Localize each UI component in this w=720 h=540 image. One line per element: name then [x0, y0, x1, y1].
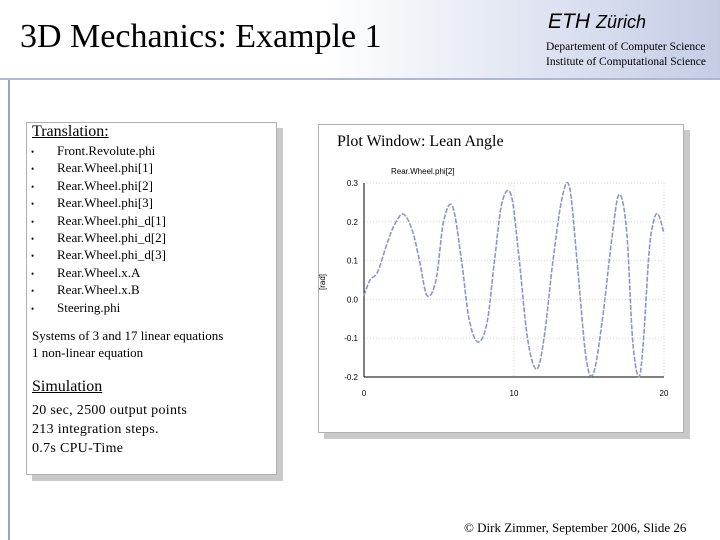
- slide-footer: © Dirk Zimmer, September 2006, Slide 26: [464, 520, 687, 535]
- translation-heading: Translation:: [32, 123, 109, 140]
- legend-label: Rear.Wheel.phi[2]: [391, 167, 455, 176]
- integration-steps: 213 integration steps.: [32, 422, 159, 437]
- bullet-icon: •: [31, 251, 35, 262]
- y-axis-label: [rad]: [319, 274, 327, 290]
- equation-summary: Systems of 3 and 17 linear equations 1 n…: [32, 327, 223, 361]
- y-tick-label: -0.2: [344, 373, 358, 382]
- bullet-icon: •: [31, 234, 35, 245]
- list-item: • Rear.Wheel.phi_d[3]: [31, 247, 166, 264]
- list-item-label: Rear.Wheel.x.B: [57, 282, 140, 298]
- list-item: • Rear.Wheel.phi[3]: [31, 195, 166, 212]
- bullet-icon: •: [31, 199, 35, 210]
- list-item-label: Rear.Wheel.phi_d[3]: [57, 247, 167, 263]
- list-item-label: Front.Revolute.phi: [57, 143, 156, 158]
- institute-name: Institute of Computational Science: [546, 56, 707, 68]
- bullet-icon: •: [31, 286, 35, 297]
- list-item: • Rear.Wheel.phi[1]: [31, 160, 166, 177]
- bullet-icon: •: [31, 164, 35, 175]
- bullet-icon: •: [31, 181, 35, 192]
- list-item: • Rear.Wheel.phi_d[2]: [31, 230, 166, 247]
- list-item: • Front.Revolute.phi: [31, 143, 166, 160]
- simulation-heading: Simulation: [32, 378, 103, 395]
- cpu-time: 0.7s CPU-Time: [32, 441, 124, 456]
- x-tick-label: 10: [510, 389, 519, 398]
- list-item: • Rear.Wheel.phi_d[1]: [31, 213, 166, 230]
- list-item-label: Rear.Wheel.phi[2]: [57, 177, 154, 193]
- list-item-label: Rear.Wheel.x.A: [57, 264, 141, 280]
- list-item-label: Steering.phi: [57, 299, 121, 315]
- y-tick-label: 0.0: [347, 295, 359, 304]
- department-name: Departement of Computer Science: [546, 41, 706, 53]
- left-rail: [8, 80, 10, 540]
- bullet-icon: •: [31, 216, 35, 227]
- eth-city: Zürich: [596, 12, 647, 32]
- bullet-icon: •: [31, 147, 35, 157]
- y-tick-label: -0.1: [344, 334, 358, 343]
- header-divider: [0, 78, 720, 80]
- bullet-icon: •: [31, 268, 35, 279]
- y-tick-label: 0.3: [347, 179, 359, 188]
- y-tick-label: 0.2: [347, 218, 359, 227]
- lean-angle-chart: 0.3 0.2 0.1 0.0 -0.1 -0.2 0 10 20 Rear.Wheel.phi…: [319, 167, 669, 398]
- plot-window: Plot Window: Lean Angle 0.3 0.2 0.1 0.0 -0.1…: [318, 124, 684, 433]
- slide-header: 3D Mechanics: Example 1 ETH Zürich Depart…: [0, 0, 720, 78]
- eth-name: ETH: [548, 10, 590, 33]
- chart-axes: [363, 183, 664, 378]
- series-lines[interactable]: [363, 181, 665, 378]
- page-title: 3D Mechanics: Example 1: [20, 18, 382, 55]
- nonlinear-equations-text: 1 non-linear equation: [32, 345, 144, 360]
- plot-window-title: Plot Window: Lean Angle: [337, 133, 504, 150]
- list-item: • Rear.Wheel.phi[2]: [31, 178, 166, 195]
- linear-equations-text: Systems of 3 and 17 linear equations: [32, 328, 224, 343]
- tick-labels: 0.3 0.2 0.1 0.0 -0.1 -0.2 0 10 20: [344, 179, 669, 398]
- bullet-icon: •: [31, 303, 35, 314]
- y-tick-label: 0.1: [347, 257, 359, 266]
- simulation-duration: 20 sec, 2500 output points: [32, 403, 188, 418]
- list-item-label: Rear.Wheel.phi[1]: [57, 160, 154, 176]
- list-item: • Steering.phi: [31, 300, 166, 317]
- list-item-label: Rear.Wheel.phi_d[1]: [57, 212, 167, 228]
- x-tick-label: 0: [362, 389, 367, 398]
- list-item: • Rear.Wheel.x.B: [31, 282, 166, 299]
- list-item-label: Rear.Wheel.phi_d[2]: [57, 230, 167, 246]
- x-tick-label: 20: [660, 389, 669, 398]
- translation-panel: Translation: • Front.Revolute.phi • Rear.W…: [26, 122, 277, 475]
- state-variable-list: • Front.Revolute.phi • Rear.Wheel.phi[1] •…: [31, 143, 166, 317]
- eth-logo: ETH Zürich: [548, 10, 646, 34]
- series-line-rear-wheel-phi-2[interactable]: [363, 181, 665, 378]
- list-item-label: Rear.Wheel.phi[3]: [57, 195, 154, 211]
- list-item: • Rear.Wheel.x.A: [31, 265, 166, 282]
- department-info: Departement of Computer Science Institut…: [546, 40, 706, 70]
- simulation-stats: 20 sec, 2500 output points 213 integrati…: [32, 401, 187, 458]
